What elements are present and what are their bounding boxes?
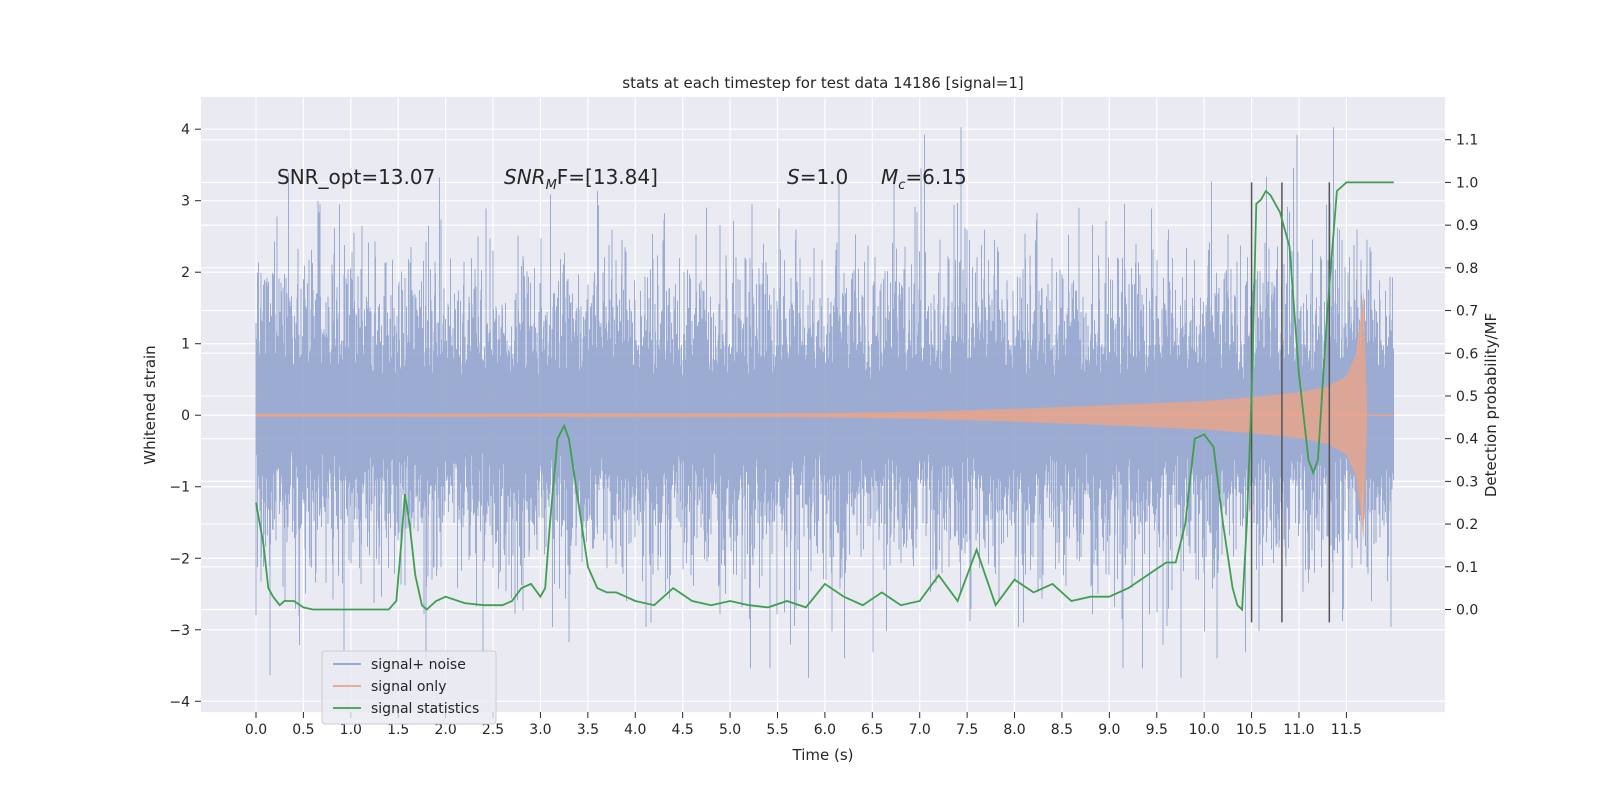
x-tick-label: 4.5 xyxy=(672,722,694,738)
x-tick-label: 2.5 xyxy=(482,722,504,738)
annotation-mc-sub: c xyxy=(898,178,905,193)
y-right-tick-label: 1.1 xyxy=(1456,133,1478,149)
annotation-s: S=1.0 xyxy=(787,165,848,189)
y-left-tick-label: −4 xyxy=(169,694,190,710)
y-right-tick-label: 0.4 xyxy=(1456,432,1478,448)
x-tick-label: 10.0 xyxy=(1189,722,1220,738)
y-left-tick-label: 1 xyxy=(181,337,190,353)
x-tick-label: 10.5 xyxy=(1236,722,1267,738)
x-tick-label: 7.5 xyxy=(956,722,978,738)
y-left-tick-label: 2 xyxy=(181,265,190,281)
chart-title: stats at each timestep for test data 141… xyxy=(622,74,1023,92)
y-left-tick-label: 0 xyxy=(181,408,190,424)
y-right-tick-label: 0.8 xyxy=(1456,261,1478,277)
y-left-axis-label: Whitened strain xyxy=(141,345,159,464)
x-tick-label: 1.5 xyxy=(387,722,409,738)
legend-label-signal-noise: signal+ noise xyxy=(371,657,466,673)
legend-label-signal-statistics: signal statistics xyxy=(371,701,479,717)
y-right-tick-label: 0.3 xyxy=(1456,474,1478,490)
y-left-tick-label: −2 xyxy=(169,551,190,567)
legend-label-signal-only: signal only xyxy=(371,679,446,695)
x-tick-label: 5.5 xyxy=(766,722,788,738)
annotation-snr-opt: SNR_opt=13.07 xyxy=(277,165,435,189)
x-tick-label: 3.5 xyxy=(577,722,599,738)
y-right-axis-ticks: 0.0 0.1 0.2 0.3 0.4 0.5 0.6 0.7 0.8 0.9 1.0 1.1 xyxy=(1445,133,1478,619)
legend-box xyxy=(321,650,497,725)
y-left-tick-label: 4 xyxy=(181,122,190,138)
x-tick-label: 11.5 xyxy=(1331,722,1362,738)
x-tick-label: 0.5 xyxy=(292,722,314,738)
annotation-snr-mf-rest: F=[13.84] xyxy=(557,165,658,189)
signal-statistics-line xyxy=(255,181,1394,612)
x-tick-label: 7.0 xyxy=(909,722,931,738)
x-tick-label: 8.0 xyxy=(1003,722,1025,738)
annotation-mc-value: =6.15 xyxy=(905,165,966,189)
x-tick-label: 11.0 xyxy=(1283,722,1314,738)
y-left-tick-label: −1 xyxy=(169,480,190,496)
y-right-tick-label: 0.5 xyxy=(1456,389,1478,405)
x-tick-label: 2.0 xyxy=(434,722,456,738)
annotation-snr-mf-base: SNR xyxy=(504,165,546,189)
x-tick-label: 9.5 xyxy=(1146,722,1168,738)
x-tick-label: 1.0 xyxy=(340,722,362,738)
x-axis-label: Time (s) xyxy=(792,746,854,764)
x-tick-label: 8.5 xyxy=(1051,722,1073,738)
y-right-tick-label: 0.9 xyxy=(1456,218,1478,234)
x-axis-ticks: 0.0 0.5 1.0 1.5 2.0 2.5 3.0 3.5 4.0 4.5 5.0 5.5 6.0 6… xyxy=(245,712,1362,738)
x-tick-label: 4.0 xyxy=(624,722,646,738)
legend: signal+ noise signal only signal statist… xyxy=(321,650,497,725)
annotation-mc: Mc=6.15 xyxy=(881,165,967,193)
y-right-tick-label: 0.2 xyxy=(1456,517,1478,533)
y-left-axis-ticks: −4 −3 −2 −1 0 1 2 3 4 xyxy=(169,122,201,710)
annotation-s-value: =1.0 xyxy=(800,165,849,189)
x-tick-label: 6.0 xyxy=(814,722,836,738)
y-right-tick-label: 0.7 xyxy=(1456,304,1478,320)
y-left-tick-label: 3 xyxy=(181,194,190,210)
x-tick-label: 3.0 xyxy=(529,722,551,738)
annotation-s-symbol: S xyxy=(787,165,800,189)
y-left-tick-label: −3 xyxy=(169,623,190,639)
y-right-tick-label: 0.1 xyxy=(1456,560,1478,576)
annotation-mc-base: M xyxy=(881,165,898,189)
annotation-snr-mf-sub: M xyxy=(546,178,557,193)
y-right-tick-label: 1.0 xyxy=(1456,175,1478,191)
annotation-snr-mf: SNRMF=[13.84] xyxy=(504,165,658,193)
x-tick-label: 5.0 xyxy=(719,722,741,738)
y-right-tick-label: 0.6 xyxy=(1456,346,1478,362)
x-tick-label: 6.5 xyxy=(861,722,883,738)
x-tick-label: 9.0 xyxy=(1098,722,1120,738)
y-right-axis-label: Detection probability/MF xyxy=(1482,313,1500,497)
x-tick-label: 0.0 xyxy=(245,722,267,738)
y-right-tick-label: 0.0 xyxy=(1456,603,1478,619)
signal-only-series xyxy=(255,290,1394,541)
